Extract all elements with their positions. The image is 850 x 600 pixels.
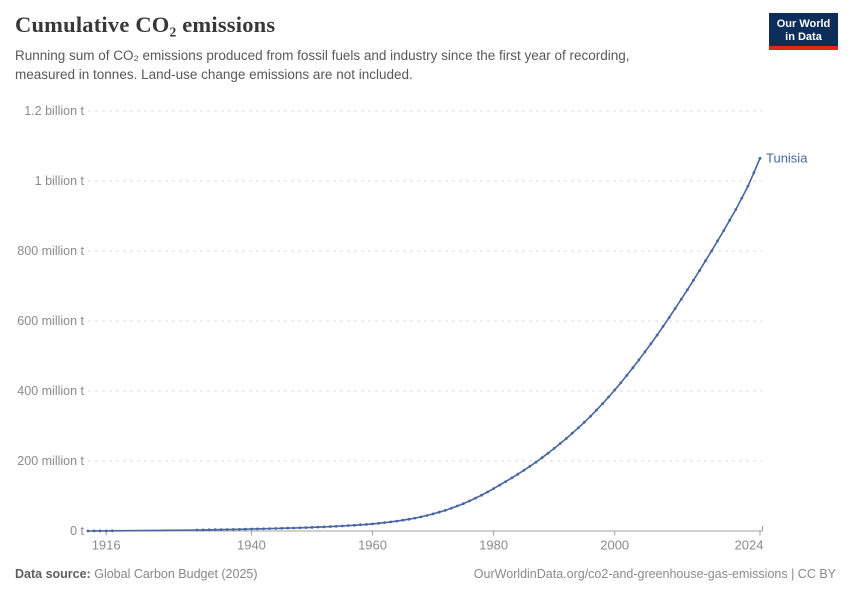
footer-link[interactable]: OurWorldinData.org/co2-and-greenhouse-ga… — [473, 567, 836, 581]
svg-text:1940: 1940 — [237, 538, 266, 553]
chart-footer: Data source: Global Carbon Budget (2025)… — [15, 567, 836, 581]
svg-text:1980: 1980 — [479, 538, 508, 553]
svg-text:1960: 1960 — [358, 538, 387, 553]
chart-subtitle-line1: Running sum of CO₂ emissions produced fr… — [15, 48, 630, 63]
entity-label-tunisia[interactable]: Tunisia — [766, 150, 808, 165]
svg-text:0 t: 0 t — [70, 524, 84, 538]
svg-text:2024: 2024 — [735, 538, 764, 553]
x-axis-labels: 1916 1940 1960 1980 2000 2024 — [92, 538, 764, 553]
x-axis — [88, 526, 763, 536]
svg-text:600 million t: 600 million t — [17, 314, 84, 328]
chart-subtitle-line2: measured in tonnes. Land-use change emis… — [15, 66, 413, 82]
data-source: Data source: Global Carbon Budget (2025) — [15, 567, 258, 581]
svg-text:400 million t: 400 million t — [17, 384, 84, 398]
tunisia-markers — [86, 156, 762, 533]
svg-text:2000: 2000 — [600, 538, 629, 553]
svg-text:200 million t: 200 million t — [17, 454, 84, 468]
owid-logo[interactable]: Our World in Data — [769, 13, 838, 50]
tunisia-line[interactable] — [87, 157, 761, 532]
y-axis-labels: 0 t 200 million t 400 million t 600 million… — [17, 104, 84, 538]
owid-logo-line2: in Data — [785, 31, 822, 43]
svg-text:1 billion t: 1 billion t — [35, 174, 85, 188]
data-source-label: Data source: — [15, 567, 91, 581]
data-source-value: Global Carbon Budget (2025) — [94, 567, 258, 581]
svg-text:800 million t: 800 million t — [17, 244, 84, 258]
chart-header: Cumulative CO₂ emissions Running sum of … — [15, 12, 755, 84]
svg-text:1916: 1916 — [92, 538, 121, 553]
gridlines — [88, 110, 763, 462]
owid-logo-line1: Our World — [776, 18, 831, 30]
svg-text:1.2 billion t: 1.2 billion t — [24, 104, 84, 118]
chart-title: Cumulative CO₂ emissions — [15, 12, 276, 37]
